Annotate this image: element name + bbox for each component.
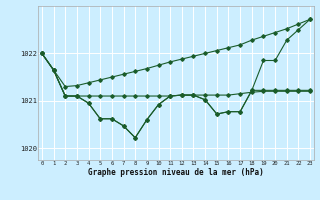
X-axis label: Graphe pression niveau de la mer (hPa): Graphe pression niveau de la mer (hPa) — [88, 168, 264, 177]
